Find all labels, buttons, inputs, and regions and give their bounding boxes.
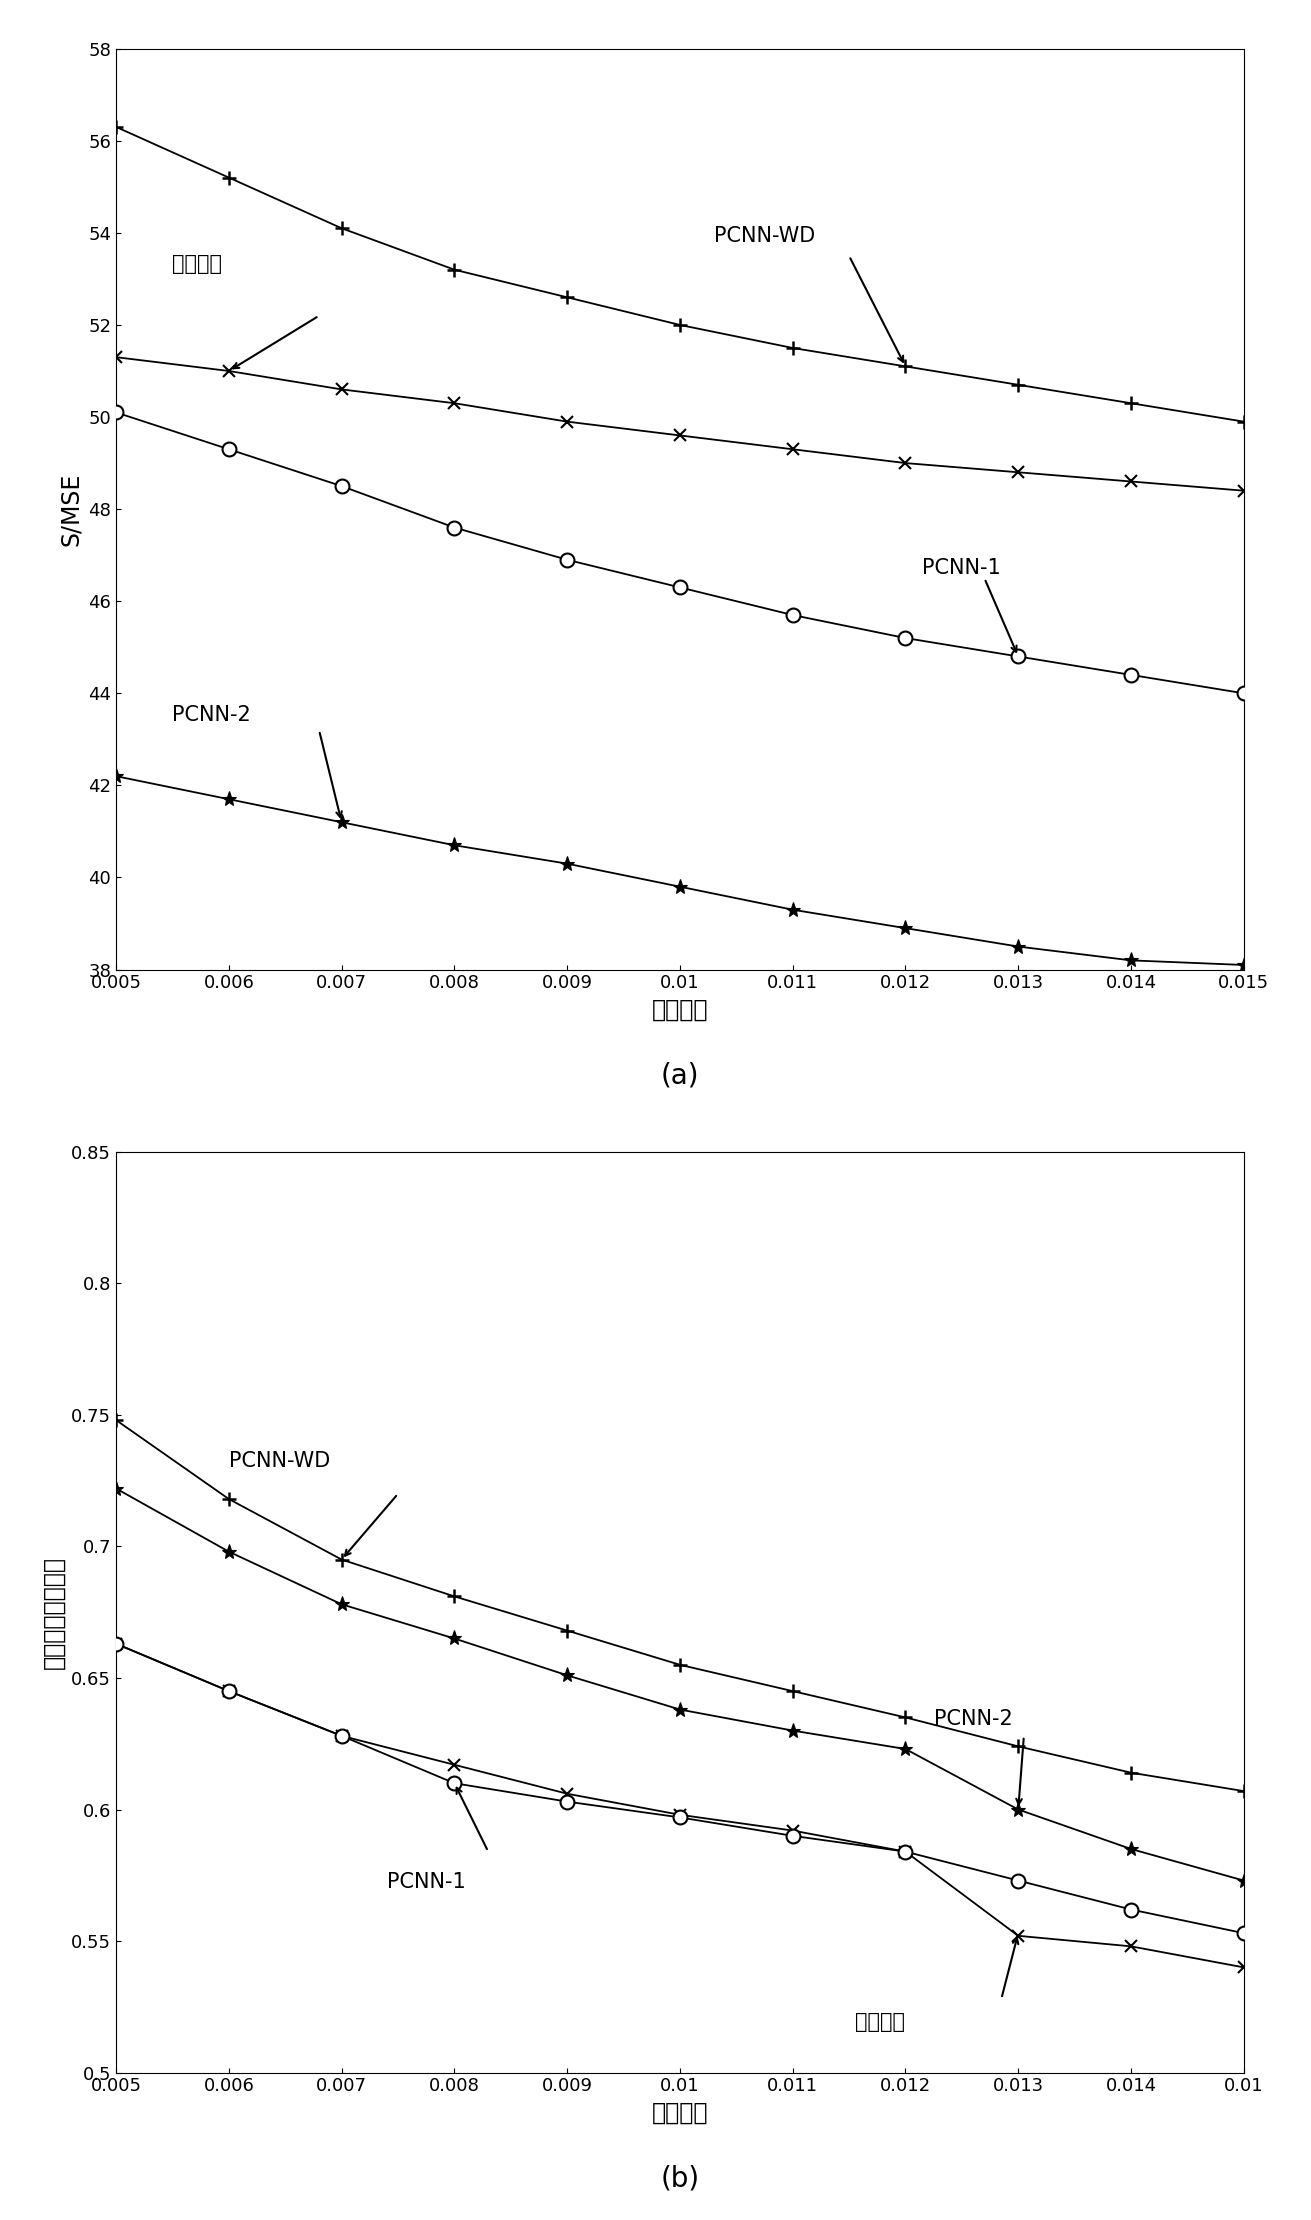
Text: PCNN-2: PCNN-2 xyxy=(173,706,252,726)
Text: PCNN-WD: PCNN-WD xyxy=(713,226,815,246)
Y-axis label: S/MSE: S/MSE xyxy=(59,473,83,546)
Text: PCNN-1: PCNN-1 xyxy=(923,557,1002,577)
Y-axis label: 边缘保留评价系数: 边缘保留评价系数 xyxy=(42,1556,66,1669)
Text: (b): (b) xyxy=(661,2164,700,2193)
X-axis label: 噪声方差: 噪声方差 xyxy=(652,2100,708,2125)
Text: (a): (a) xyxy=(661,1061,699,1090)
Text: 小波去噪: 小波去噪 xyxy=(173,253,223,273)
Text: PCNN-WD: PCNN-WD xyxy=(229,1452,330,1472)
Text: PCNN-2: PCNN-2 xyxy=(933,1709,1012,1729)
Text: PCNN-1: PCNN-1 xyxy=(387,1871,465,1891)
Text: 小波去噪: 小波去噪 xyxy=(855,2011,905,2031)
X-axis label: 噪声方差: 噪声方差 xyxy=(652,999,708,1021)
